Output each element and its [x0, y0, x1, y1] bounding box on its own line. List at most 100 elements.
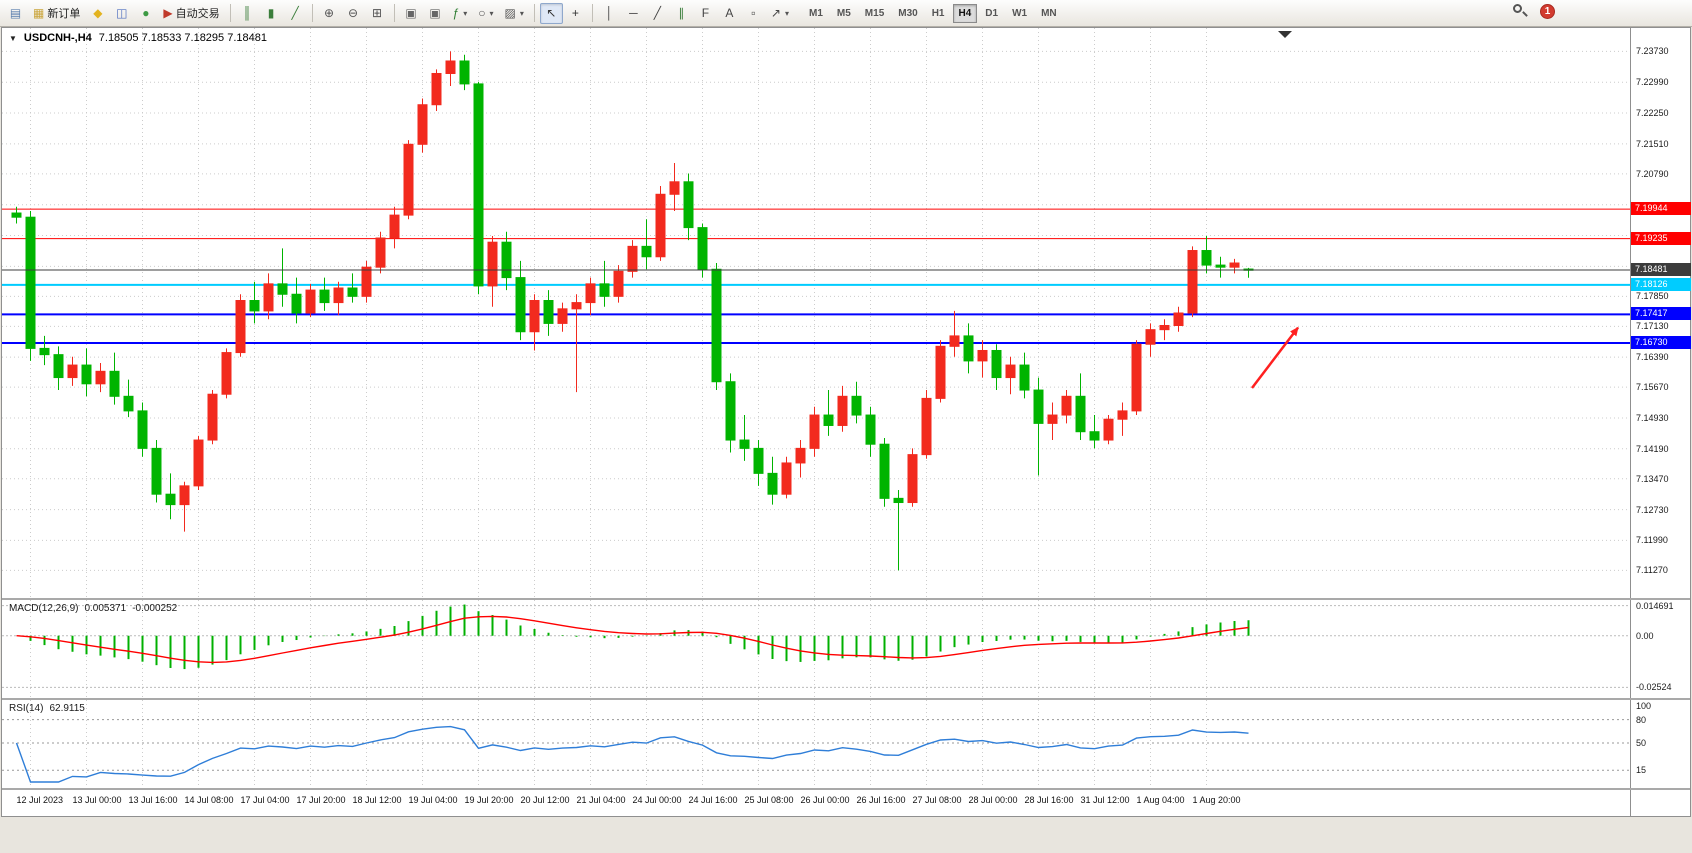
time-axis-label: 25 Jul 08:00 [744, 795, 794, 805]
macd-axis-label: 0.014691 [1636, 600, 1674, 611]
cursor-icon: ↖ [546, 6, 557, 20]
periods-dropdown-icon[interactable]: ▾ [489, 8, 494, 18]
navigator-button[interactable]: ◫ [110, 3, 133, 24]
timeframe-m30-button[interactable]: M30 [898, 7, 918, 19]
candlestick-chart-icon: ▮ [267, 6, 275, 20]
arrows-dropdown-icon[interactable]: ▾ [784, 8, 789, 18]
new-order-button[interactable]: ▦ 新订单 [28, 3, 85, 24]
price-chart[interactable] [2, 28, 1630, 598]
chart-window: ▼ USDCNH-,H4 7.18505 7.18533 7.18295 7.1… [1, 27, 1691, 817]
autotrading-icon: ▶ [163, 6, 173, 20]
trend-arrow-annotation [1251, 326, 1299, 389]
indicators-dropdown-icon[interactable]: ▾ [463, 8, 468, 18]
timeframe-m5-button[interactable]: M5 [836, 7, 851, 19]
time-axis-label: 19 Jul 04:00 [408, 795, 458, 805]
timeframe-h4-button[interactable]: H4 [952, 3, 978, 23]
toolbar-separator [591, 4, 593, 22]
price-badge: 7.17417 [1631, 307, 1691, 321]
search-icon[interactable] [1512, 3, 1528, 19]
crosshair-button[interactable]: + [564, 3, 587, 24]
time-axis-label: 24 Jul 00:00 [632, 795, 682, 805]
zoom-in-icon: ⊕ [324, 6, 335, 20]
time-axis-label: 13 Jul 16:00 [128, 795, 178, 805]
arrows-button[interactable]: ↗ ▾ [766, 3, 794, 24]
market-watch-icon: ◆ [93, 6, 103, 20]
line-chart-button[interactable]: ╱ [284, 3, 307, 24]
notification-badge[interactable]: 1 [1540, 3, 1555, 19]
price-badge: 7.18481 [1631, 263, 1691, 277]
chart-ohlc-values: 7.18505 7.18533 7.18295 7.18481 [98, 32, 267, 44]
terminal-button[interactable]: ● [134, 3, 157, 24]
rsi-axis-label: 100 [1636, 701, 1652, 711]
fibonacci-button[interactable]: F [694, 3, 717, 24]
templates-icon: ▨ [504, 6, 516, 20]
timeframe-m15-button[interactable]: M15 [864, 7, 885, 19]
time-axis-label: 1 Aug 04:00 [1136, 795, 1185, 805]
price-axis-label: 7.12730 [1636, 504, 1669, 515]
price-axis-label: 7.20790 [1636, 168, 1669, 179]
price-axis-label: 7.11270 [1636, 565, 1668, 576]
autotrading-button[interactable]: ▶ 自动交易 [158, 3, 224, 24]
bar-chart-icon: ║ [242, 6, 252, 20]
search-handle [1522, 11, 1528, 17]
auto-scroll-button[interactable]: ▣ [400, 3, 423, 24]
time-axis-label: 27 Jul 08:00 [912, 795, 962, 805]
rsi-chart[interactable] [2, 700, 1630, 788]
toolbar-separator [229, 4, 231, 22]
new-order-label: 新订单 [47, 8, 81, 20]
price-axis[interactable]: 7.23730 7.22990 7.22250 7.21510 7.20790 7.178… [1630, 28, 1691, 816]
horizontal-line-button[interactable]: ─ [622, 3, 645, 24]
indicators-button[interactable]: ƒ ▾ [448, 3, 473, 24]
rsi-axis-label: 80 [1636, 714, 1647, 725]
macd-pane-separator[interactable] [2, 598, 1690, 600]
macd-axis-label: -0.02524 [1636, 682, 1672, 693]
zoom-out-button[interactable]: ⊖ [342, 3, 365, 24]
chart-menu-triangle-icon[interactable]: ▼ [9, 33, 17, 43]
timeframe-w1-button[interactable]: W1 [1012, 7, 1028, 19]
cursor-button[interactable]: ↖ [539, 2, 563, 24]
fibonacci-icon: F [701, 6, 710, 20]
time-axis-label: 31 Jul 12:00 [1080, 795, 1130, 805]
zoom-in-button[interactable]: ⊕ [318, 3, 341, 24]
macd-chart[interactable] [2, 600, 1630, 698]
horizontal-line-icon: ─ [629, 6, 638, 20]
templates-dropdown-icon[interactable]: ▾ [519, 8, 524, 18]
toolbar-separator [393, 4, 395, 22]
price-axis-label: 7.17850 [1636, 291, 1669, 302]
chart-shift-button[interactable]: ▣ [424, 3, 447, 24]
time-axis[interactable]: 12 Jul 2023 13 Jul 00:00 13 Jul 16:00 14 Ju… [2, 790, 1630, 812]
price-axis-label: 7.21510 [1636, 138, 1669, 149]
time-axis-label: 26 Jul 16:00 [856, 795, 906, 805]
periods-button[interactable]: ○ ▾ [473, 3, 498, 24]
time-axis-label: 1 Aug 20:00 [1192, 795, 1241, 805]
timeframe-h1-button[interactable]: H1 [931, 7, 945, 19]
price-axis-label: 7.14190 [1636, 443, 1669, 454]
rsi-pane-separator[interactable] [2, 698, 1690, 700]
templates-button[interactable]: ▨ ▾ [500, 3, 529, 24]
new-chart-button[interactable]: ▤ [4, 3, 27, 24]
trendline-button[interactable]: ╱ [646, 3, 669, 24]
text-button[interactable]: A [718, 3, 741, 24]
macd-axis-label: 0.00 [1636, 630, 1654, 641]
price-badge: 7.19235 [1631, 231, 1691, 245]
price-axis-label: 7.22990 [1636, 77, 1669, 88]
candlestick-chart-button[interactable]: ▮ [260, 3, 283, 24]
tile-windows-button[interactable]: ⊞ [366, 3, 389, 24]
toolbar-separator [311, 4, 313, 22]
bar-chart-button[interactable]: ║ [236, 3, 259, 24]
time-axis-label: 12 Jul 2023 [16, 795, 64, 805]
price-axis-label: 7.23730 [1636, 46, 1669, 57]
price-axis-label: 7.15670 [1636, 382, 1669, 393]
price-axis-label: 7.22250 [1636, 108, 1669, 119]
text-label-button[interactable]: ▫ [742, 3, 765, 24]
time-axis-label: 26 Jul 00:00 [800, 795, 850, 805]
market-watch-button[interactable]: ◆ [86, 3, 109, 24]
vertical-line-button[interactable]: │ [598, 3, 621, 24]
search-lens [1513, 4, 1522, 13]
timeframe-d1-button[interactable]: D1 [985, 7, 999, 19]
timeframe-mn-button[interactable]: MN [1041, 7, 1057, 19]
timeframe-m1-button[interactable]: M1 [808, 7, 823, 19]
autotrading-label: 自动交易 [175, 8, 220, 20]
equidistant-channel-button[interactable]: ∥ [670, 3, 693, 24]
time-axis-label: 21 Jul 04:00 [576, 795, 626, 805]
